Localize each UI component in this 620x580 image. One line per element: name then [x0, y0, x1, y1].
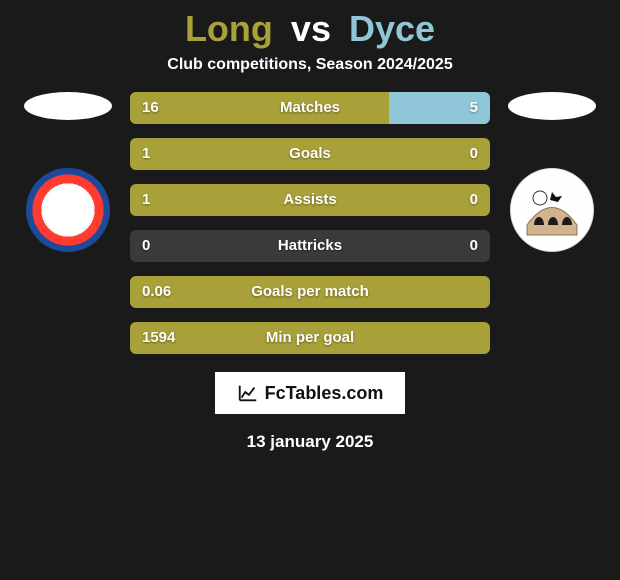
bar-value-right: 5 — [470, 92, 478, 124]
stat-bar: Goals1 0 — [130, 138, 490, 170]
footer-brand: FcTables.com — [215, 372, 406, 414]
bar-value-right: 0 — [470, 138, 478, 170]
date-text: 13 january 2025 — [247, 432, 374, 452]
player1-name: Long — [185, 8, 273, 49]
bar-value-left: 0.06 — [142, 276, 171, 308]
stat-bar: Goals per match0.06 — [130, 276, 490, 308]
bar-label: Matches — [130, 92, 490, 124]
left-club-badge — [26, 168, 110, 252]
bar-value-right: 0 — [470, 230, 478, 262]
chart-icon — [237, 382, 259, 404]
stat-bar: Hattricks0 0 — [130, 230, 490, 262]
right-club-badge — [510, 168, 594, 252]
main-content: Matches165Goals10Assists10Hattricks00Goa… — [0, 92, 620, 354]
bar-label: Hattricks — [130, 230, 490, 262]
subtitle: Club competitions, Season 2024/2025 — [167, 56, 452, 74]
right-side — [502, 92, 602, 252]
comparison-title: Long vs Dyce — [185, 8, 435, 50]
stat-bar: Min per goal1594 — [130, 322, 490, 354]
right-player-silhouette — [508, 92, 596, 120]
bar-value-left: 1 — [142, 184, 150, 216]
bar-label: Goals — [130, 138, 490, 170]
left-side — [18, 92, 118, 252]
bar-value-left: 0 — [142, 230, 150, 262]
player2-name: Dyce — [349, 8, 435, 49]
stat-bar: Matches16 5 — [130, 92, 490, 124]
bar-value-left: 1 — [142, 138, 150, 170]
bar-label: Assists — [130, 184, 490, 216]
vs-text: vs — [291, 8, 331, 49]
stat-bar: Assists1 0 — [130, 184, 490, 216]
bar-value-left: 16 — [142, 92, 159, 124]
left-player-silhouette — [24, 92, 112, 120]
bridge-icon — [522, 180, 582, 240]
stat-bars: Matches165Goals10Assists10Hattricks00Goa… — [130, 92, 490, 354]
bar-value-left: 1594 — [142, 322, 175, 354]
bar-label: Goals per match — [130, 276, 490, 308]
bar-label: Min per goal — [130, 322, 490, 354]
footer-brand-text: FcTables.com — [265, 383, 384, 404]
bar-value-right: 0 — [470, 184, 478, 216]
